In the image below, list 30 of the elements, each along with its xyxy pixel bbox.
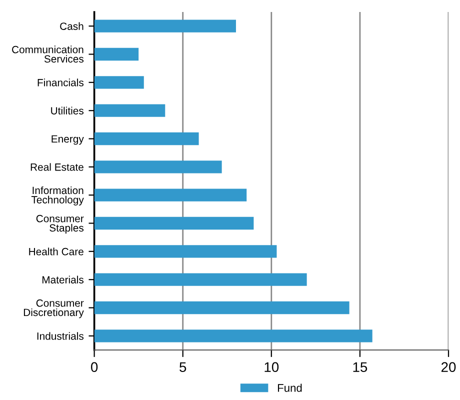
bar [94, 48, 139, 61]
y-tick-label: Cash [60, 22, 84, 30]
bar [94, 132, 199, 146]
y-tick-label: Materials [42, 276, 84, 284]
y-tick-label: Utilities [51, 106, 84, 114]
bar [94, 301, 350, 314]
y-tick-label: Financials [38, 78, 84, 86]
x-tick-label: 10 [264, 362, 279, 372]
legend-label: Fund [278, 384, 302, 392]
y-tick-label: Consumer Staples [36, 214, 84, 234]
bar [94, 76, 144, 89]
bar [94, 245, 277, 258]
y-tick-label: Information Technology [31, 186, 84, 206]
bar [94, 20, 236, 32]
y-tick-label: Communication Services [12, 46, 84, 63]
x-tick-label: 15 [353, 362, 368, 372]
bar [94, 160, 222, 174]
y-tick-label: Industrials [37, 332, 84, 340]
bar [94, 330, 372, 342]
bar [94, 188, 247, 202]
x-tick-label: 20 [441, 362, 456, 372]
y-tick-label: Energy [52, 135, 84, 145]
x-tick-label: 0 [90, 362, 98, 372]
y-tick-label: Real Estate [30, 163, 84, 171]
bar [94, 216, 254, 230]
bar [94, 273, 307, 286]
bar [94, 104, 166, 117]
y-tick-label: Consumer Discretionary [24, 299, 84, 318]
y-tick-label: Health Care [29, 248, 84, 256]
x-tick-label: 5 [180, 362, 186, 372]
